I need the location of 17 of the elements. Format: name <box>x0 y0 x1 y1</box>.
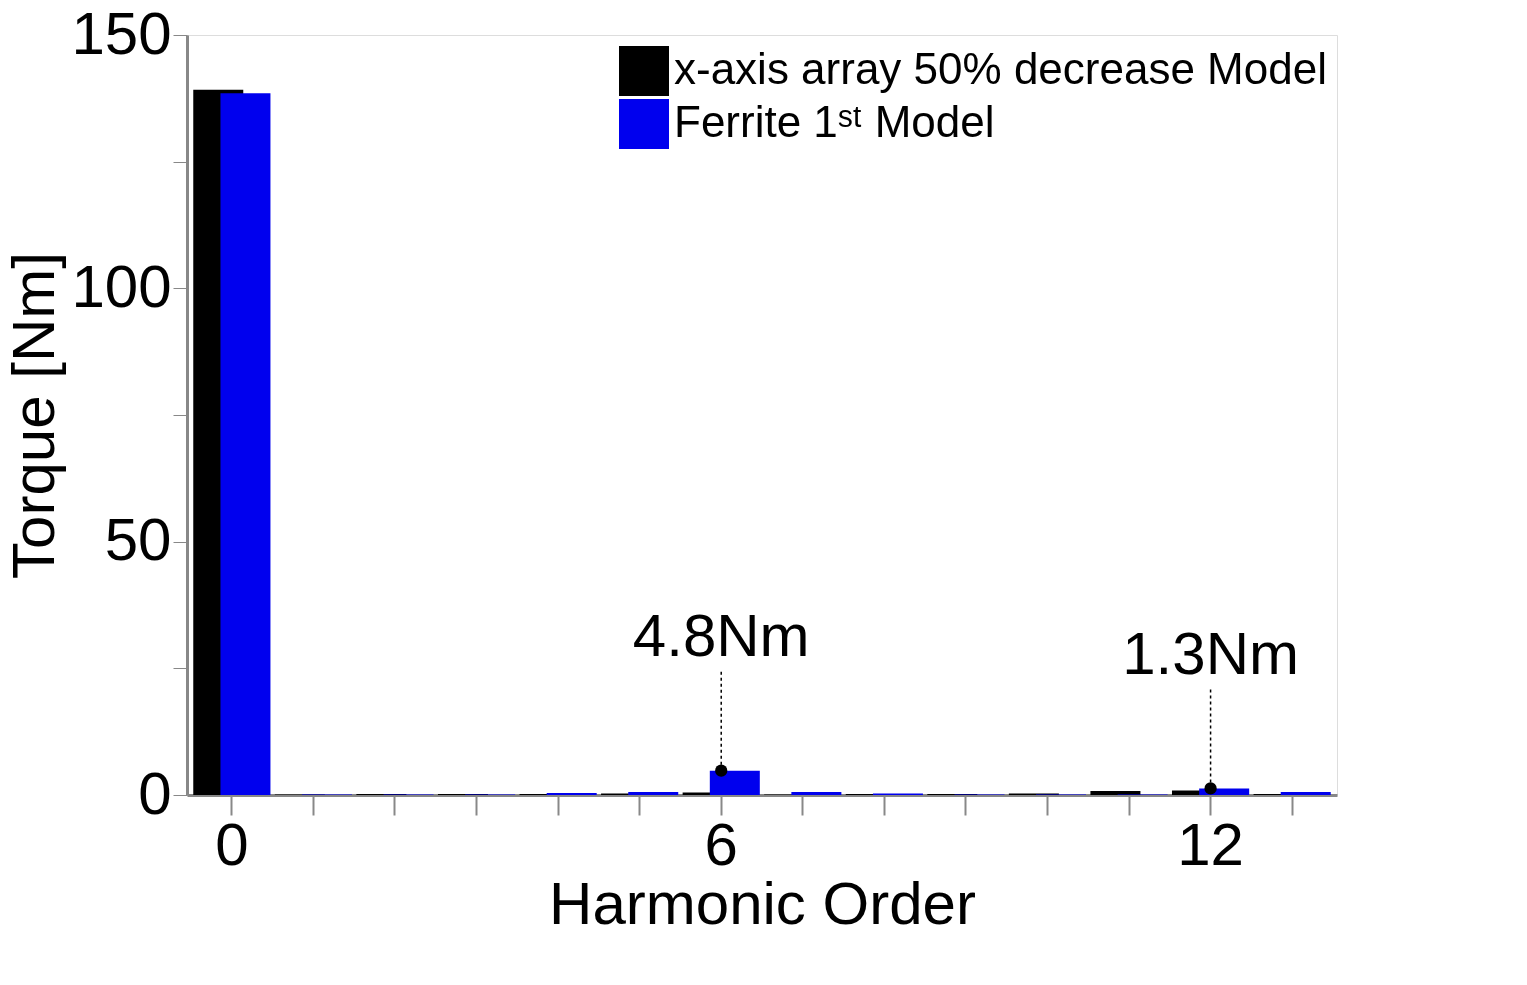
bar <box>709 770 760 795</box>
y-axis-title: Torque [Nm] <box>0 252 68 579</box>
annotation: 1.3Nm <box>1122 620 1299 688</box>
bar <box>628 791 679 795</box>
x-tick-label: 0 <box>215 810 249 878</box>
y-tick-label: 0 <box>138 759 172 827</box>
bar <box>220 93 271 795</box>
legend-label: Ferrite 1ˢᵗ Model <box>674 97 995 146</box>
annotation: 4.8Nm <box>632 602 810 670</box>
legend-label: x-axis array 50% decrease Model <box>674 44 1327 93</box>
y-tick-label: 100 <box>71 252 172 320</box>
y-tick-label: 150 <box>71 0 172 67</box>
bar <box>791 791 842 795</box>
x-tick-label: 12 <box>1177 810 1244 878</box>
bar <box>1280 791 1331 795</box>
y-tick-label: 50 <box>104 506 172 574</box>
bar <box>546 792 597 795</box>
